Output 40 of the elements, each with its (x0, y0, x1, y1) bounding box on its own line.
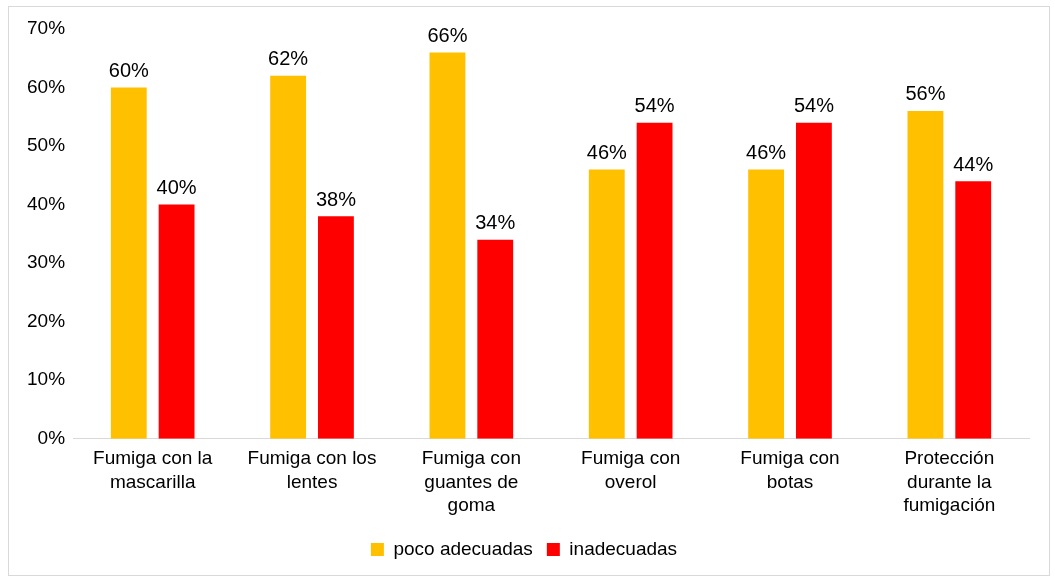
y-tick-label: 70% (27, 17, 66, 39)
legend-label: poco adecuadas (393, 537, 533, 559)
bar (110, 87, 147, 439)
y-tick-label: 10% (27, 368, 66, 390)
bar (795, 122, 832, 439)
bar (636, 122, 673, 439)
y-tick-label: 50% (27, 134, 66, 156)
y-tick-label: 60% (27, 75, 66, 97)
y-tick-label: 20% (27, 309, 66, 331)
y-tick-label: 0% (37, 426, 66, 448)
bar (907, 110, 944, 439)
data-label: 46% (586, 141, 628, 163)
bar (955, 181, 992, 439)
bar (477, 239, 514, 439)
x-tick-label: Fumiga con la mascarilla (93, 446, 213, 492)
data-label: 54% (634, 94, 675, 117)
bar (158, 204, 195, 439)
data-label: 60% (108, 59, 150, 82)
x-tick-label: Fumiga con los lentes (247, 446, 377, 492)
x-tick-label: Fumiga con overol (581, 446, 681, 492)
data-label: 34% (475, 211, 516, 234)
bar (588, 169, 625, 439)
data-label: 54% (793, 94, 835, 117)
bar (748, 169, 785, 439)
bar (270, 75, 307, 439)
data-label: 66% (427, 23, 468, 46)
data-label: 46% (746, 141, 787, 163)
y-tick-label: 40% (27, 192, 66, 214)
data-label: 62% (268, 47, 309, 70)
x-tick-label: Fumiga con guantes de goma (421, 446, 521, 516)
data-label: 38% (315, 187, 357, 210)
data-label: 56% (905, 82, 946, 105)
x-tick-label: Fumiga con botas (740, 446, 840, 492)
x-tick-label: Protección durante la fumigación (903, 446, 996, 516)
data-label: 40% (156, 176, 197, 199)
legend-label: inadecuadas (569, 537, 678, 559)
bar (429, 52, 466, 439)
bar (318, 216, 354, 439)
y-tick-label: 30% (27, 251, 66, 273)
data-label: 44% (953, 152, 994, 175)
